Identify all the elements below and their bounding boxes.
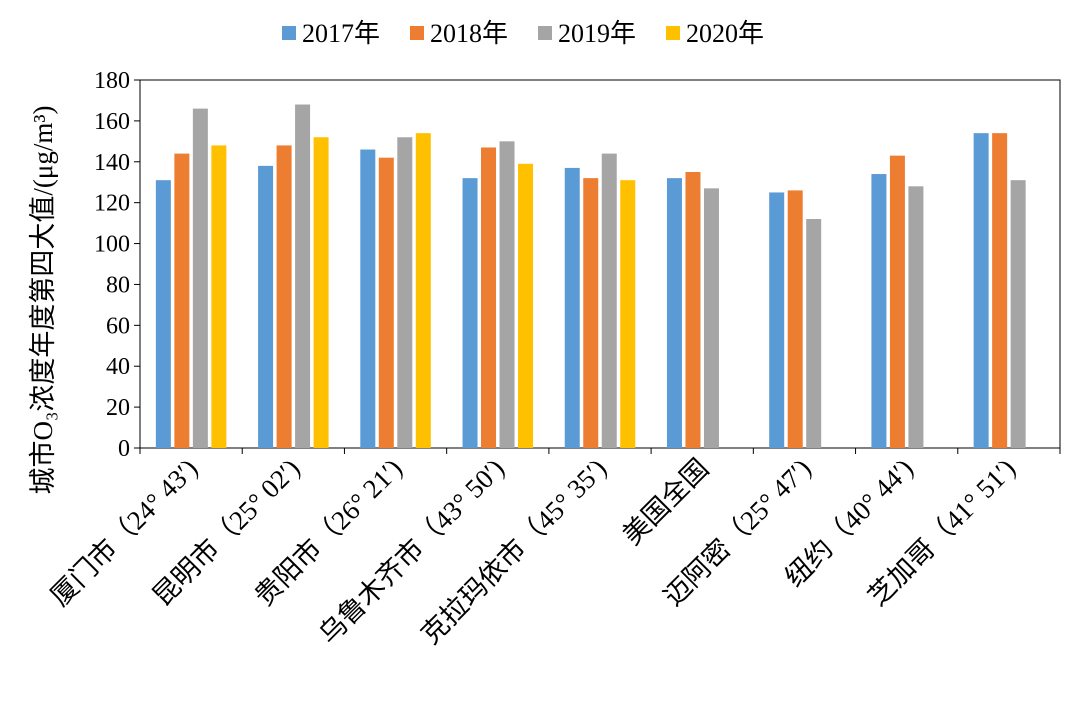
bar-2020年-0 xyxy=(211,145,227,448)
y-tick-label: 140 xyxy=(94,150,130,176)
bar-2019年-4 xyxy=(601,153,617,448)
bar-2020年-1 xyxy=(313,137,329,448)
bar-2017年-5 xyxy=(666,178,682,448)
bar-2018年-2 xyxy=(378,157,394,448)
y-tick-label: 80 xyxy=(106,272,130,298)
x-tick-label: 乌鲁木齐市（43° 50′) xyxy=(313,453,510,650)
y-tick-label: 100 xyxy=(94,232,130,258)
bar-2018年-7 xyxy=(889,155,905,448)
bar-2019年-1 xyxy=(295,104,311,449)
bar-2018年-0 xyxy=(174,153,190,448)
bar-2017年-6 xyxy=(769,192,785,448)
bar-2018年-5 xyxy=(685,172,701,448)
bar-2018年-6 xyxy=(787,190,803,448)
bar-2019年-8 xyxy=(1010,180,1026,448)
bar-2018年-1 xyxy=(276,145,292,448)
y-tick-label: 60 xyxy=(106,313,130,339)
bar-2017年-2 xyxy=(360,149,376,448)
bar-2019年-2 xyxy=(397,137,413,448)
bar-2019年-0 xyxy=(192,108,208,448)
bar-2017年-4 xyxy=(564,167,580,448)
bar-2019年-7 xyxy=(908,186,924,449)
legend-label: 2019年 xyxy=(558,19,636,48)
bar-2020年-2 xyxy=(415,133,431,448)
bar-2017年-0 xyxy=(155,180,171,448)
bar-2018年-4 xyxy=(583,178,599,448)
bar-2018年-8 xyxy=(992,133,1008,448)
bar-2020年-3 xyxy=(518,163,534,449)
bar-2017年-1 xyxy=(258,165,274,448)
legend: 2017年 2018年 2019年 2020年 xyxy=(282,19,764,48)
legend-swatch xyxy=(538,26,552,40)
legend-label: 2017年 xyxy=(302,19,380,48)
y-tick-label: 180 xyxy=(94,68,130,94)
legend-label: 2020年 xyxy=(686,19,764,48)
y-tick-label: 20 xyxy=(106,395,130,421)
legend-swatch xyxy=(282,26,296,40)
plot-area-border xyxy=(139,79,1061,449)
y-tick-label: 120 xyxy=(94,191,130,217)
bar-2020年-4 xyxy=(620,180,636,448)
bars xyxy=(155,104,1026,449)
y-axis: 0 20 40 60 80 100 120 140 160 180 xyxy=(94,68,140,462)
x-axis: 厦门市（24° 43′)昆明市（25° 02′)贵阳市（26° 21′)乌鲁木齐… xyxy=(45,448,1061,650)
legend-swatch xyxy=(666,26,680,40)
y-tick-label: 40 xyxy=(106,354,130,380)
legend-label: 2018年 xyxy=(430,19,508,48)
x-tick-label: 克拉玛依市（45° 35′) xyxy=(415,453,612,650)
y-axis-title: 城市O₃浓度年度第四大值/(μg/m³) xyxy=(28,106,58,495)
bar-2017年-7 xyxy=(871,174,887,449)
y-tick-label: 0 xyxy=(118,436,130,462)
bar-2019年-5 xyxy=(703,188,719,448)
bar-2017年-8 xyxy=(973,133,989,448)
y-tick-label: 160 xyxy=(94,109,130,135)
legend-swatch xyxy=(410,26,424,40)
bar-2019年-6 xyxy=(806,219,822,448)
x-tick-label: 美国全国 xyxy=(617,453,715,551)
bar-2019年-3 xyxy=(499,141,515,449)
bar-2017年-3 xyxy=(462,178,478,448)
bar-2018年-3 xyxy=(481,147,497,448)
